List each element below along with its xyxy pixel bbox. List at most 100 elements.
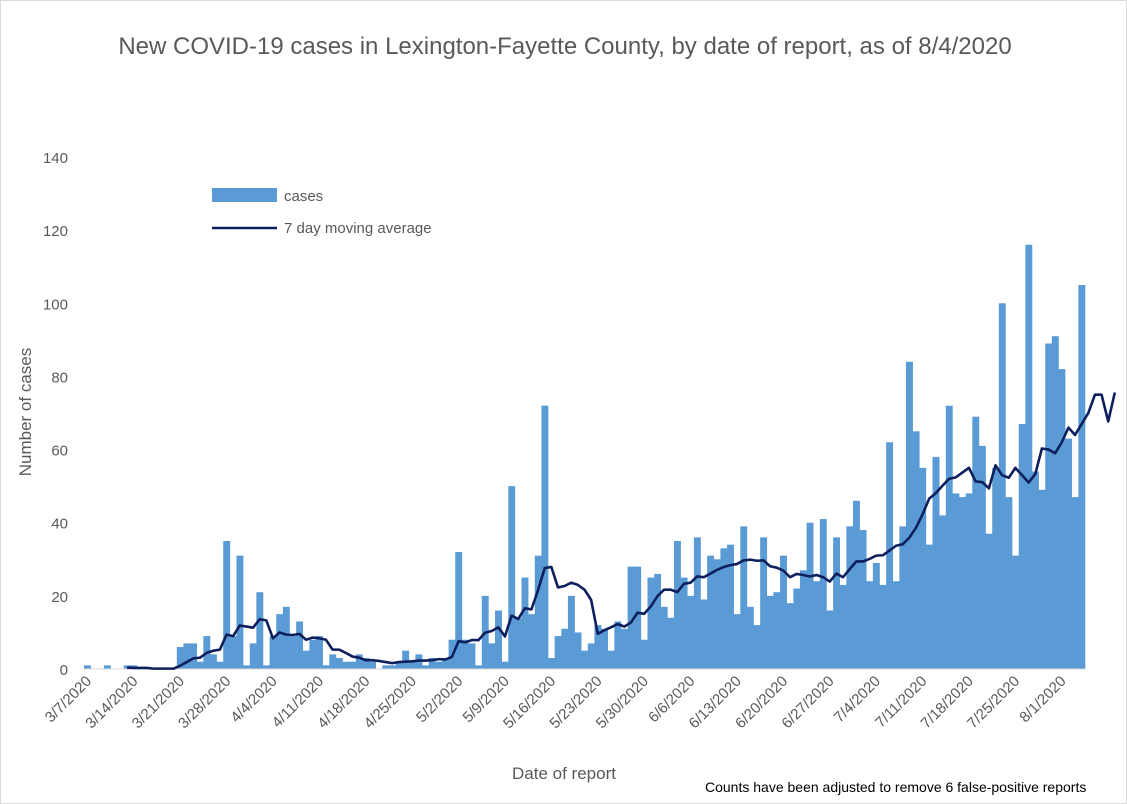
- x-tick-labels: 3/7/20203/14/20203/21/20203/28/20204/4/2…: [42, 673, 1070, 732]
- bar-cases: [335, 658, 343, 669]
- bar-cases: [408, 661, 416, 669]
- bar-cases: [455, 551, 463, 669]
- bar-cases: [302, 650, 310, 669]
- bar-cases: [269, 636, 277, 669]
- bar-cases: [866, 581, 874, 669]
- bar-cases: [892, 581, 900, 669]
- bars-group: [84, 244, 1086, 669]
- bar-cases: [680, 577, 688, 669]
- bar-cases: [859, 530, 867, 669]
- y-tick-labels: 0 20 40 60 80 100 120 140: [43, 150, 68, 679]
- bar-cases: [1025, 244, 1033, 669]
- bar-cases: [256, 592, 264, 669]
- moving-average-group: [127, 392, 1117, 670]
- bar-cases: [209, 654, 217, 669]
- bar-cases: [183, 643, 191, 669]
- bar-cases: [84, 665, 91, 669]
- bar-cases: [223, 541, 231, 669]
- bar-cases: [395, 661, 403, 669]
- bar-cases: [826, 610, 834, 669]
- chart-title: New COVID-19 cases in Lexington-Fayette …: [118, 33, 1012, 60]
- bar-cases: [1005, 497, 1013, 669]
- bar-cases: [998, 303, 1006, 669]
- bar-cases: [601, 628, 608, 669]
- bar-cases: [985, 533, 993, 669]
- y-tick-label: 20: [51, 589, 68, 606]
- bar-cases: [614, 621, 622, 669]
- legend-label-average: 7 day moving average: [284, 220, 432, 237]
- bar-cases: [402, 650, 410, 669]
- y-tick-label: 0: [60, 662, 68, 679]
- bar-cases: [720, 548, 728, 669]
- legend: cases 7 day moving average: [212, 188, 432, 237]
- bar-cases: [667, 617, 675, 669]
- bar-cases: [833, 537, 841, 669]
- bar-cases: [654, 573, 662, 669]
- bar-cases: [508, 486, 516, 669]
- bar-cases: [587, 643, 595, 669]
- bar-cases: [355, 654, 363, 669]
- bar-cases: [243, 665, 251, 669]
- bar-cases: [899, 526, 907, 669]
- bar-cases: [1038, 489, 1046, 669]
- y-tick-label: 140: [43, 150, 68, 167]
- bar-cases: [488, 643, 496, 669]
- bar-cases: [428, 658, 436, 669]
- bar-cases: [567, 595, 575, 669]
- bar-cases: [992, 467, 1000, 669]
- bar-cases: [972, 416, 980, 669]
- bar-cases: [461, 639, 469, 669]
- bar-cases: [700, 599, 708, 669]
- bar-cases: [939, 515, 947, 669]
- x-tick-label: 8/1/2020: [1016, 673, 1069, 726]
- bar-cases: [296, 621, 304, 669]
- bar-cases: [932, 456, 940, 669]
- bar-cases: [879, 584, 887, 669]
- bar-cases: [282, 606, 290, 669]
- y-tick-label: 120: [43, 223, 68, 240]
- bar-cases: [945, 405, 953, 669]
- bar-cases: [753, 625, 761, 669]
- bar-cases: [919, 467, 927, 669]
- bar-cases: [886, 442, 894, 669]
- bar-cases: [713, 559, 721, 669]
- bar-cases: [422, 665, 430, 669]
- bar-cases: [1078, 285, 1086, 669]
- bar-cases: [959, 497, 966, 669]
- bar-cases: [746, 606, 754, 669]
- bar-cases: [249, 643, 257, 669]
- bar-cases: [561, 628, 569, 669]
- bar-cases: [813, 581, 821, 669]
- bar-cases: [660, 606, 668, 669]
- bar-cases: [773, 592, 781, 669]
- bar-cases: [362, 658, 370, 669]
- bar-cases: [740, 526, 748, 669]
- bar-cases: [441, 658, 449, 669]
- bar-cases: [647, 577, 655, 669]
- bar-cases: [727, 544, 734, 669]
- bar-cases: [627, 566, 635, 669]
- legend-label-cases: cases: [284, 188, 323, 205]
- bar-cases: [276, 614, 284, 669]
- bar-cases: [673, 541, 681, 669]
- bar-cases: [634, 566, 642, 669]
- bar-cases: [495, 610, 502, 669]
- bar-cases: [872, 562, 880, 669]
- y-tick-label: 100: [43, 296, 68, 313]
- bar-cases: [786, 603, 794, 669]
- bar-cases: [103, 665, 111, 669]
- bar-cases: [554, 636, 562, 669]
- bar-cases: [388, 665, 396, 669]
- bar-cases: [806, 522, 814, 669]
- bar-cases: [342, 661, 350, 669]
- bar-cases: [733, 614, 741, 669]
- bar-cases: [1045, 343, 1053, 669]
- bar-cases: [693, 537, 701, 669]
- bar-cases: [952, 493, 960, 669]
- bar-cases: [925, 544, 933, 669]
- bar-cases: [640, 639, 648, 669]
- bar-cases: [1065, 438, 1073, 669]
- bar-cases: [574, 632, 582, 669]
- bar-cases: [534, 555, 542, 669]
- bar-cases: [839, 584, 847, 669]
